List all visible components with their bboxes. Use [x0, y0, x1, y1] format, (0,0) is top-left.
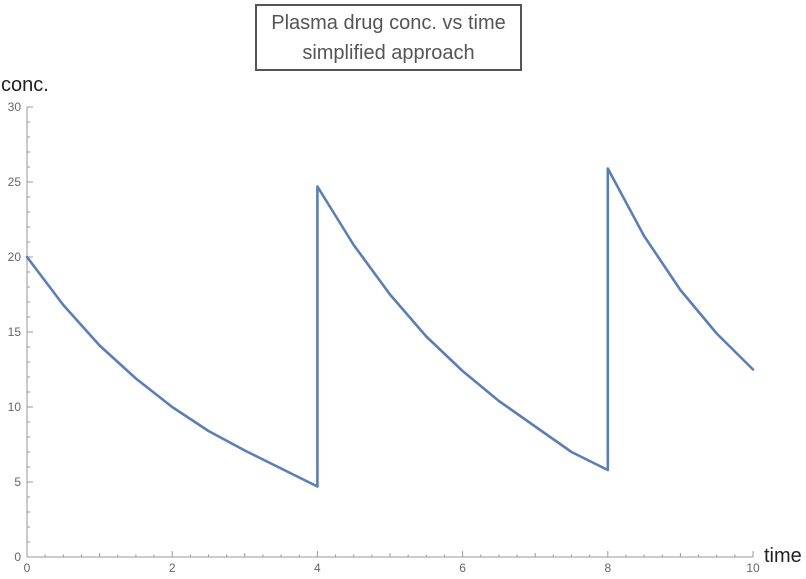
y-tick-label: 15: [8, 325, 22, 339]
y-tick-label: 5: [14, 475, 21, 489]
x-tick-label: 10: [746, 561, 760, 575]
y-tick-label: 20: [8, 250, 22, 264]
x-tick-label: 8: [604, 561, 611, 575]
y-tick-label: 10: [8, 400, 22, 414]
y-tick-label: 30: [8, 100, 22, 114]
chart-title: Plasma drug conc. vs time: [271, 11, 506, 34]
x-tick-label: 6: [459, 561, 466, 575]
chart-title-box: Plasma drug conc. vs time simplified app…: [255, 4, 522, 71]
x-tick-label: 2: [169, 561, 176, 575]
y-tick-label: 0: [14, 550, 21, 564]
x-tick-label: 0: [24, 561, 31, 575]
series-line: [25, 167, 755, 488]
chart-subtitle: simplified approach: [302, 41, 475, 64]
y-axis-label: conc.: [1, 74, 49, 96]
x-tick-label: 4: [314, 561, 321, 575]
y-tick-label: 25: [8, 175, 22, 189]
x-axis-label: time: [764, 545, 802, 567]
